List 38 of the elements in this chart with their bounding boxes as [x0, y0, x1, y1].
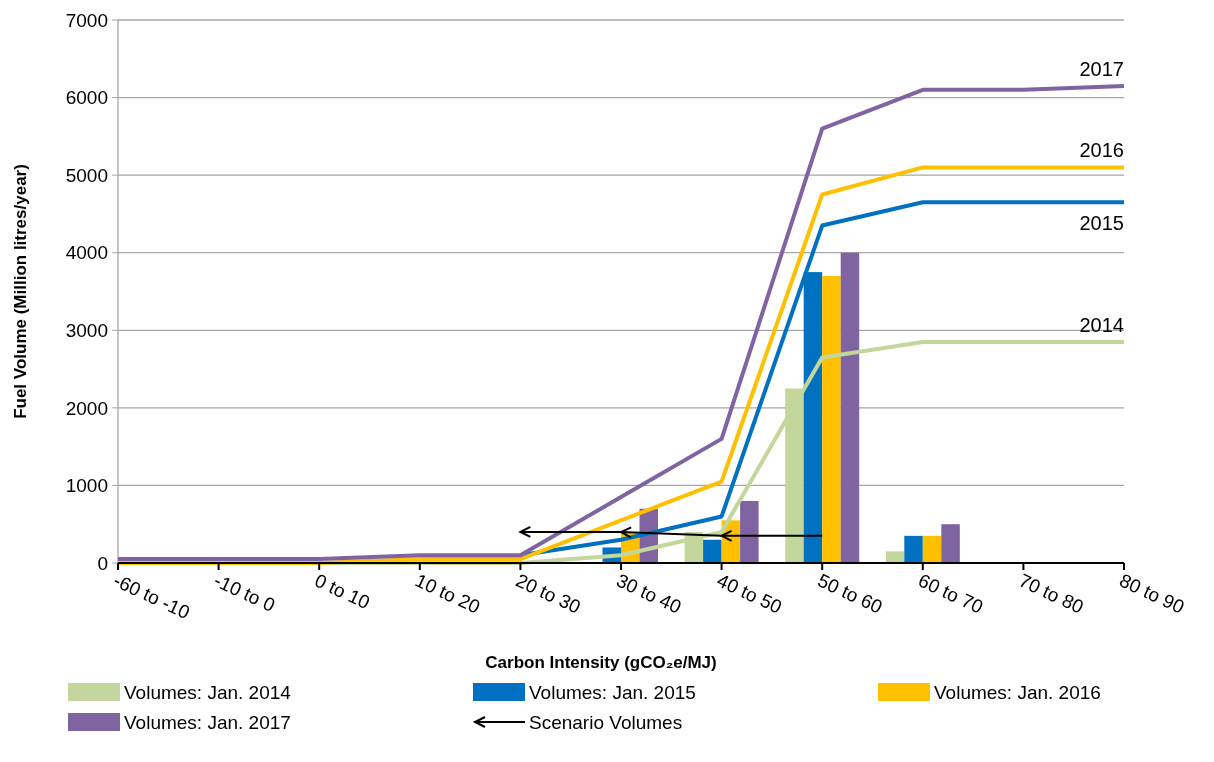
x-tick-label: 70 to 80: [1015, 569, 1087, 618]
legend-label: Volumes: Jan. 2015: [529, 681, 696, 703]
bar: [822, 275, 841, 563]
y-tick-label: 7000: [65, 9, 108, 31]
legend-label: Volumes: Jan. 2014: [124, 681, 292, 703]
legend-label: Volumes: Jan. 2017: [124, 711, 291, 733]
x-tick-label: 50 to 60: [814, 569, 886, 618]
series-label: 2015: [1079, 212, 1124, 235]
x-tick-label: -10 to 0: [210, 569, 279, 616]
x-tick-label: 0 to 10: [311, 569, 374, 614]
legend-label: Scenario Volumes: [529, 711, 683, 733]
y-tick-label: 0: [97, 552, 108, 574]
y-tick-label: 2000: [65, 397, 108, 419]
y-tick-label: 5000: [65, 164, 108, 186]
bar: [941, 524, 960, 563]
y-tick-label: 3000: [65, 319, 108, 341]
x-tick-label: 30 to 40: [613, 569, 685, 618]
series-label: 2016: [1079, 139, 1124, 162]
x-tick-label: 80 to 90: [1116, 569, 1188, 618]
bar: [703, 539, 722, 563]
bar: [904, 535, 923, 563]
series-label: 2017: [1079, 57, 1124, 80]
x-tick-label: -60 to -10: [110, 569, 193, 623]
bar: [840, 252, 860, 563]
x-tick-label: 10 to 20: [412, 569, 484, 618]
x-tick-label: 20 to 30: [512, 569, 584, 618]
y-tick-label: 6000: [65, 87, 108, 109]
bar: [740, 500, 759, 563]
x-axis-title: Carbon Intensity (gCO₂e/MJ): [485, 653, 717, 672]
legend-label: Volumes: Jan. 2016: [934, 681, 1101, 703]
y-tick-label: 4000: [65, 242, 108, 264]
series-label: 2014: [1079, 313, 1124, 336]
bar: [885, 551, 905, 563]
y-axis-title: Fuel Volume (Million litres/year): [11, 164, 30, 419]
y-tick-label: 1000: [65, 475, 108, 497]
bar: [922, 535, 942, 563]
x-tick-label: 60 to 70: [915, 569, 987, 618]
x-tick-label: 40 to 50: [713, 569, 786, 618]
